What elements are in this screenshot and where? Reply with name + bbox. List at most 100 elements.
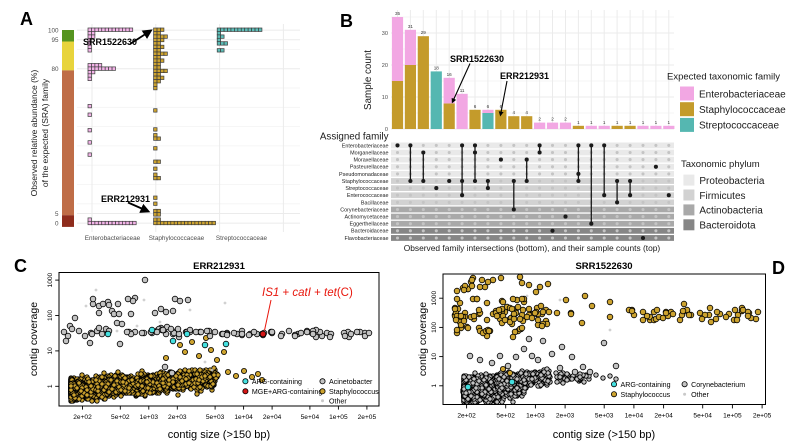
svg-text:Streptococcaceae: Streptococcaceae	[216, 235, 268, 242]
svg-text:1: 1	[616, 120, 619, 125]
svg-text:ERR212931: ERR212931	[500, 71, 549, 81]
svg-text:contig coverage: contig coverage	[28, 302, 40, 376]
svg-text:35: 35	[395, 11, 401, 16]
svg-text:C: C	[14, 256, 27, 276]
svg-text:80: 80	[51, 66, 59, 73]
svg-text:1: 1	[577, 120, 580, 125]
svg-text:10: 10	[382, 95, 388, 101]
svg-text:ARG-containing: ARG-containing	[252, 378, 302, 386]
svg-text:4: 4	[525, 110, 528, 115]
svg-text:2e+04: 2e+04	[654, 413, 673, 420]
svg-text:2e+05: 2e+05	[753, 413, 772, 420]
svg-text:Morganellaceae: Morganellaceae	[350, 150, 388, 156]
svg-text:SRR1522630: SRR1522630	[450, 54, 504, 64]
svg-text:Assigned family: Assigned family	[320, 132, 389, 143]
svg-text:1e+04: 1e+04	[625, 413, 644, 420]
svg-text:Bacteroidota: Bacteroidota	[699, 221, 756, 232]
svg-text:4: 4	[513, 110, 516, 115]
svg-text:10: 10	[431, 353, 438, 361]
svg-text:Pseudomonadaceae: Pseudomonadaceae	[339, 172, 388, 178]
svg-text:6: 6	[500, 104, 503, 109]
svg-text:1000: 1000	[431, 291, 438, 306]
svg-text:1: 1	[590, 120, 593, 125]
svg-text:Streptococcaceae: Streptococcaceae	[699, 121, 779, 132]
svg-text:2: 2	[551, 117, 554, 122]
svg-text:5: 5	[55, 211, 59, 218]
svg-text:Sample count: Sample count	[363, 50, 374, 110]
svg-text:Staphylococcus: Staphylococcus	[329, 388, 379, 396]
svg-text:Acinetobacter: Acinetobacter	[329, 378, 373, 386]
svg-text:1e+05: 1e+05	[329, 414, 348, 421]
svg-text:Pasteurellaceae: Pasteurellaceae	[350, 165, 389, 171]
svg-text:MGE+ARG-containing: MGE+ARG-containing	[252, 388, 322, 396]
svg-text:95: 95	[51, 37, 59, 44]
svg-text:1: 1	[47, 384, 54, 388]
svg-text:Moraxellaceae: Moraxellaceae	[353, 158, 388, 164]
svg-text:10: 10	[47, 347, 54, 355]
svg-text:of the expected (SRA) family: of the expected (SRA) family	[40, 78, 50, 187]
svg-text:5e+02: 5e+02	[111, 414, 130, 421]
svg-text:Actinobacteria: Actinobacteria	[699, 206, 763, 217]
svg-text:SRR1522630: SRR1522630	[575, 261, 632, 272]
svg-text:Actinomycetaceae: Actinomycetaceae	[344, 215, 388, 221]
svg-text:1e+05: 1e+05	[723, 413, 742, 420]
svg-text:5e+04: 5e+04	[693, 413, 712, 420]
svg-text:1e+03: 1e+03	[140, 414, 159, 421]
svg-text:100: 100	[48, 27, 59, 34]
svg-text:Staphylococcaceae: Staphylococcaceae	[149, 235, 205, 242]
svg-text:Eggerthellaceae: Eggerthellaceae	[350, 222, 389, 228]
svg-text:Firmicutes: Firmicutes	[699, 191, 745, 202]
svg-text:1: 1	[603, 120, 606, 125]
svg-text:1: 1	[668, 120, 671, 125]
svg-text:Proteobacteria: Proteobacteria	[699, 176, 764, 187]
svg-text:6: 6	[474, 104, 477, 109]
svg-text:IS1 + catI + tet(C): IS1 + catI + tet(C)	[262, 287, 353, 299]
svg-text:ERR212931: ERR212931	[101, 194, 150, 204]
svg-text:1: 1	[431, 384, 438, 388]
svg-text:2e+05: 2e+05	[358, 414, 377, 421]
svg-text:20: 20	[382, 63, 388, 69]
svg-text:0: 0	[55, 220, 59, 227]
svg-text:30: 30	[382, 31, 388, 37]
svg-text:1: 1	[655, 120, 658, 125]
svg-text:2: 2	[564, 117, 567, 122]
svg-text:Corynebacteriaceae: Corynebacteriaceae	[340, 207, 388, 213]
svg-text:5e+04: 5e+04	[301, 414, 320, 421]
svg-text:1: 1	[629, 120, 632, 125]
svg-text:contig size (>150 bp): contig size (>150 bp)	[553, 429, 655, 441]
svg-text:Expected taxonomic family: Expected taxonomic family	[667, 72, 780, 83]
svg-text:18: 18	[434, 65, 440, 70]
svg-text:5e+02: 5e+02	[496, 413, 515, 420]
svg-text:Staphylococcaceae: Staphylococcaceae	[699, 105, 786, 116]
svg-text:6: 6	[487, 104, 490, 109]
svg-text:5e+03: 5e+03	[595, 413, 614, 420]
svg-text:2e+02: 2e+02	[457, 413, 476, 420]
svg-text:Enterobacteriaceae: Enterobacteriaceae	[699, 89, 786, 100]
svg-text:31: 31	[408, 24, 414, 29]
svg-text:1e+04: 1e+04	[234, 414, 253, 421]
svg-text:Flavobacteriaceae: Flavobacteriaceae	[344, 236, 388, 242]
svg-text:contig coverage: contig coverage	[417, 302, 429, 376]
svg-text:Other: Other	[329, 397, 347, 405]
svg-text:1: 1	[642, 120, 645, 125]
svg-text:2: 2	[538, 117, 541, 122]
svg-text:5e+03: 5e+03	[206, 414, 225, 421]
svg-text:B: B	[340, 11, 353, 31]
svg-text:1000: 1000	[47, 272, 54, 287]
svg-text:2e+02: 2e+02	[73, 414, 92, 421]
svg-text:Streptococcaceae: Streptococcaceae	[345, 186, 388, 192]
svg-text:SRR1522630: SRR1522630	[83, 37, 137, 47]
svg-text:16: 16	[447, 72, 453, 77]
svg-text:Enterobacteriaceae: Enterobacteriaceae	[85, 235, 141, 242]
svg-text:ERR212931: ERR212931	[193, 261, 245, 272]
svg-text:Observed relative abundance (%: Observed relative abundance (%)	[29, 70, 39, 197]
svg-text:Enterobacteriaceae: Enterobacteriaceae	[342, 143, 389, 149]
svg-text:A: A	[20, 9, 33, 29]
svg-text:29: 29	[421, 30, 427, 35]
svg-text:Bacteroidaceae: Bacteroidaceae	[351, 229, 388, 235]
svg-text:11: 11	[460, 88, 465, 93]
svg-text:1e+03: 1e+03	[526, 413, 545, 420]
svg-text:2e+03: 2e+03	[556, 413, 575, 420]
svg-text:100: 100	[431, 322, 438, 333]
svg-text:Staphylococcaceae: Staphylococcaceae	[342, 179, 389, 185]
